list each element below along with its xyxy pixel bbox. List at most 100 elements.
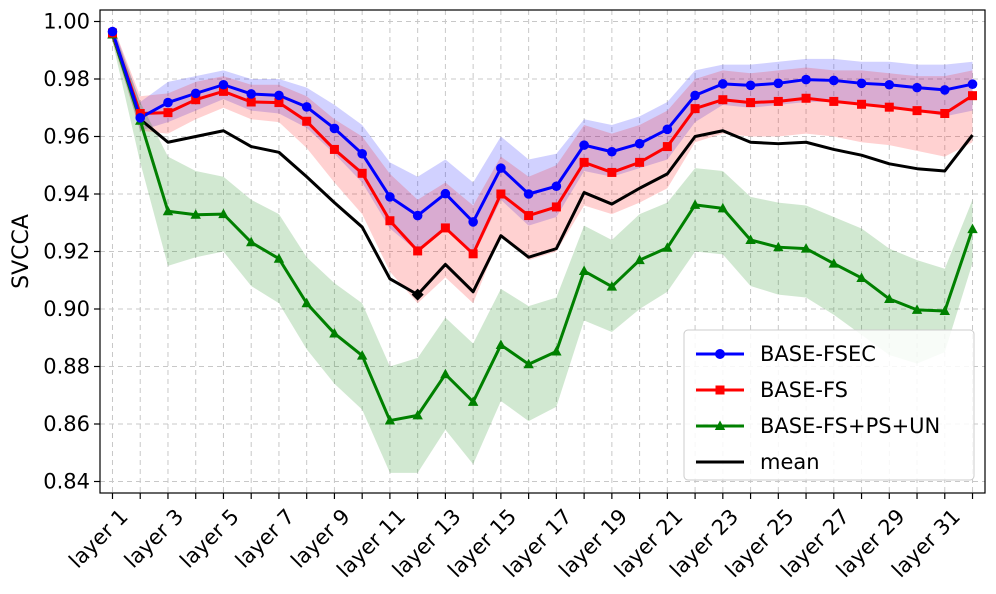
data-point-base-fs-5 (218, 86, 228, 96)
data-point-base-fsec-6 (246, 89, 256, 99)
data-point-base-fs-ps-un-11 (384, 415, 396, 425)
series-line-base-fs (111, 32, 974, 256)
data-point-base-fsec-12 (412, 210, 423, 221)
x-tick-label: layer 3 (120, 504, 188, 572)
band-base-fs-ps-un (112, 27, 973, 473)
data-point-base-fs-ps-un-20 (634, 254, 645, 265)
data-point-base-fsec-18 (579, 140, 589, 150)
data-point-base-fsec-25 (773, 78, 784, 89)
legend-entry-base-fs-ps-un: BASE-FS+PS+UN (696, 414, 940, 438)
series-markers (107, 26, 978, 425)
data-point-base-fs-24 (746, 98, 756, 108)
legend-marker-base-fs (715, 385, 725, 395)
data-point-base-fs-ps-un-17 (551, 346, 562, 356)
data-point-base-fsec-26 (801, 74, 811, 85)
y-axis-title: SVCCA (9, 214, 34, 289)
confidence-bands (112, 24, 973, 473)
data-point-base-fsec-17 (551, 181, 562, 192)
y-axis-ticks: 0.84 0.86 0.88 0.90 0.92 0.94 0.96 0.98 1.00 (43, 10, 100, 494)
data-point-base-fs-25 (773, 96, 783, 106)
data-point-base-fs-21 (662, 142, 672, 152)
data-point-base-fs-ps-un-26 (800, 243, 812, 253)
data-point-base-fsec-3 (163, 97, 173, 108)
data-point-base-fs-ps-un-27 (828, 258, 840, 268)
data-point-base-fs-ps-un-7 (273, 253, 285, 263)
legend-marker-base-fsec (715, 349, 725, 359)
x-tick-label: layer 5 (175, 504, 243, 572)
data-point-base-fs-ps-un-14 (467, 396, 479, 406)
data-point-base-fs-ps-un-5 (218, 208, 229, 219)
data-point-base-fs-ps-un-29 (884, 293, 895, 303)
legend-label-base-fs-ps-un: BASE-FS+PS+UN (760, 414, 940, 438)
data-point-base-fsec-19 (607, 146, 617, 157)
data-point-base-fsec-23 (718, 79, 728, 89)
data-point-base-fs-ps-un-23 (717, 202, 729, 213)
data-point-base-fs-ps-un-22 (689, 199, 701, 209)
data-point-base-fs-32 (968, 91, 978, 101)
data-point-base-fs-ps-un-3 (162, 205, 174, 216)
legend-label-base-fsec: BASE-FSEC (760, 342, 876, 366)
data-point-base-fs-ps-un-25 (773, 241, 784, 252)
legend-label-mean: mean (760, 450, 820, 474)
y-tick-label: 0.90 (43, 297, 90, 321)
data-point-base-fs-4 (191, 95, 201, 105)
legend-entry-base-fs: BASE-FS (696, 378, 848, 402)
data-point-base-fs-28 (857, 99, 867, 109)
y-tick-label: 0.92 (43, 240, 90, 264)
data-point-base-fsec-13 (440, 188, 451, 199)
y-tick-label: 1.00 (43, 10, 90, 34)
data-point-base-fsec-5 (218, 79, 229, 90)
data-point-mean-minimum (411, 288, 424, 301)
data-point-base-fs-ps-un-13 (440, 368, 451, 379)
data-point-base-fs-16 (524, 211, 534, 221)
data-point-base-fs-18 (579, 157, 589, 167)
data-point-base-fs-10 (357, 168, 367, 178)
series-line-base-fs-ps-un (111, 33, 974, 423)
data-point-base-fsec-11 (385, 192, 395, 202)
data-point-base-fsec-9 (329, 123, 340, 134)
data-point-base-fs-29 (884, 102, 894, 112)
data-point-base-fs-ps-un-30 (911, 304, 923, 314)
data-point-base-fsec-4 (190, 88, 201, 99)
data-point-base-fs-26 (801, 93, 811, 103)
data-point-base-fs-ps-un-32 (967, 223, 978, 234)
data-point-base-fs-3 (163, 108, 173, 118)
band-base-fsec (112, 24, 973, 258)
data-point-base-fs-20 (635, 157, 645, 167)
legend-box (683, 329, 975, 481)
y-tick-label: 0.86 (43, 412, 90, 436)
data-point-base-fsec-27 (829, 75, 839, 86)
series-line-mean (111, 33, 974, 297)
data-point-base-fsec-10 (357, 148, 367, 159)
y-tick-label: 0.98 (43, 67, 90, 91)
data-point-base-fs-23 (718, 95, 728, 105)
data-point-base-fsec-2 (135, 113, 146, 123)
data-point-base-fsec-7 (274, 90, 284, 101)
legend-marker-base-fs-ps-un (714, 420, 726, 430)
x-tick-label: layer 1 (64, 504, 132, 572)
band-base-fs (112, 24, 973, 304)
data-point-base-fsec-30 (912, 82, 922, 93)
y-tick-label: 0.84 (43, 470, 90, 494)
data-point-base-fs-30 (912, 106, 922, 116)
data-point-base-fs-ps-un-15 (495, 339, 507, 349)
data-point-base-fsec-28 (856, 78, 867, 89)
data-point-base-fsec-16 (523, 189, 534, 199)
data-point-base-fs-8 (302, 116, 312, 126)
data-point-base-fs-31 (940, 109, 950, 118)
data-point-base-fs-15 (496, 189, 506, 199)
legend-entry-mean: mean (696, 450, 820, 474)
data-point-base-fs-ps-un-9 (329, 327, 340, 338)
data-point-base-fs-ps-un-6 (245, 236, 257, 247)
y-tick-label: 0.88 (43, 355, 90, 379)
data-point-base-fs-7 (274, 98, 284, 108)
legend: BASE-FSEC BASE-FS BASE-FS+PS+UN mean (683, 329, 975, 481)
data-point-base-fs-11 (385, 216, 395, 226)
data-point-base-fs-ps-un-28 (856, 272, 867, 282)
data-point-base-fs-22 (690, 104, 700, 114)
data-point-base-fsec-24 (745, 80, 756, 91)
legend-label-base-fs: BASE-FS (760, 378, 848, 402)
data-point-base-fsec-32 (967, 79, 978, 89)
